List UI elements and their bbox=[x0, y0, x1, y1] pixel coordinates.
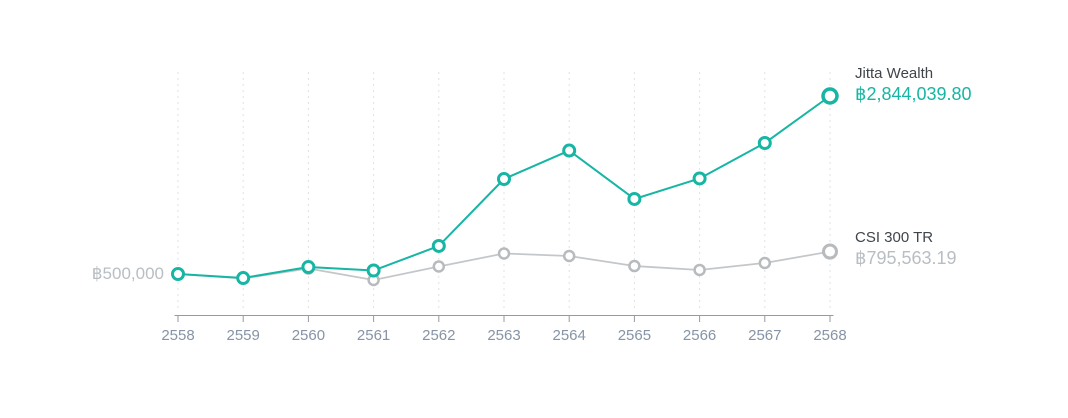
x-tick-label-2563: 2563 bbox=[487, 327, 521, 344]
data-point-jitta-wealth-2561 bbox=[366, 263, 381, 278]
x-tick-label-2568: 2568 bbox=[813, 327, 847, 344]
data-point-jitta-wealth-2568 bbox=[821, 87, 839, 105]
jitta-wealth-current-value: ฿2,844,039.80 bbox=[855, 84, 972, 104]
jitta-wealth-annotation: Jitta Wealth ฿2,844,039.80 bbox=[855, 64, 972, 105]
data-point-jitta-wealth-2566 bbox=[692, 171, 707, 186]
data-point-jitta-wealth-2565 bbox=[627, 191, 642, 206]
jitta-wealth-series-name: Jitta Wealth bbox=[855, 65, 934, 82]
data-point-csi-300-tr-2564 bbox=[562, 249, 576, 263]
data-point-jitta-wealth-2560 bbox=[301, 260, 316, 275]
data-point-csi-300-tr-2566 bbox=[693, 263, 706, 277]
baseline-value-label: ฿500,000 bbox=[91, 264, 164, 283]
x-tick-label-2567: 2567 bbox=[748, 327, 782, 344]
x-tick-label-2560: 2560 bbox=[291, 327, 326, 344]
csi-300-tr-annotation: CSI 300 TR ฿795,563.19 bbox=[855, 228, 957, 269]
data-point-jitta-wealth-2563 bbox=[497, 172, 511, 187]
data-point-csi-300-tr-2565 bbox=[628, 259, 641, 273]
x-tick-label-2562: 2562 bbox=[422, 327, 456, 344]
data-point-jitta-wealth-2564 bbox=[562, 143, 577, 158]
csi-300-tr-series-name: CSI 300 TR bbox=[855, 229, 934, 246]
x-tick-label-2565: 2565 bbox=[617, 327, 652, 344]
data-point-csi-300-tr-2568 bbox=[822, 243, 838, 260]
data-point-jitta-wealth-2558 bbox=[171, 267, 185, 281]
x-tick-label-2558: 2558 bbox=[161, 327, 195, 344]
data-point-jitta-wealth-2559 bbox=[236, 271, 251, 286]
data-point-jitta-wealth-2567 bbox=[757, 136, 772, 151]
csi-300-tr-current-value: ฿795,563.19 bbox=[855, 248, 957, 268]
data-point-csi-300-tr-2562 bbox=[432, 260, 446, 273]
x-tick-label-2566: 2566 bbox=[682, 327, 717, 344]
x-tick-label-2564: 2564 bbox=[552, 327, 586, 344]
data-point-csi-300-tr-2563 bbox=[497, 247, 511, 260]
x-tick-label-2559: 2559 bbox=[226, 327, 260, 344]
data-point-jitta-wealth-2562 bbox=[431, 238, 446, 253]
data-point-csi-300-tr-2567 bbox=[758, 256, 772, 270]
x-tick-label-2561: 2561 bbox=[356, 327, 391, 344]
